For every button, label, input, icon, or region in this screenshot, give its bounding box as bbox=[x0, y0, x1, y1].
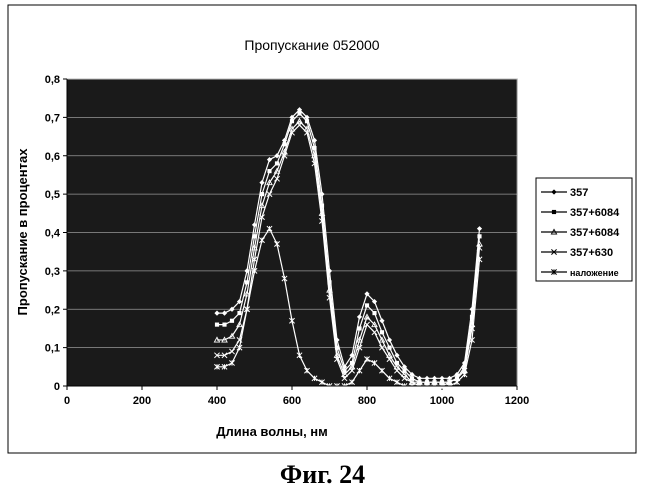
y-tick-label: 0,5 bbox=[45, 189, 60, 201]
legend-marker bbox=[552, 210, 556, 214]
x-tick-label: 600 bbox=[283, 395, 301, 407]
data-point bbox=[230, 319, 234, 323]
data-point bbox=[477, 234, 481, 238]
data-point bbox=[387, 346, 391, 350]
data-point bbox=[297, 111, 301, 115]
data-point bbox=[305, 119, 309, 123]
y-tick-label: 0 bbox=[54, 381, 60, 393]
data-point bbox=[290, 119, 294, 123]
data-point bbox=[275, 161, 279, 165]
data-point bbox=[380, 330, 384, 334]
legend-label: 357+630 bbox=[570, 247, 613, 259]
x-tick-label: 400 bbox=[208, 395, 226, 407]
legend-label: наложение bbox=[570, 268, 619, 278]
y-axis-label: Пропускание в процентах bbox=[15, 148, 30, 316]
data-point bbox=[267, 169, 271, 173]
data-point bbox=[260, 192, 264, 196]
chart-title: Пропускание 052000 bbox=[244, 37, 379, 53]
y-tick-label: 0,3 bbox=[45, 266, 60, 278]
data-point bbox=[357, 326, 361, 330]
x-tick-label: 800 bbox=[358, 395, 376, 407]
y-tick-label: 0,2 bbox=[45, 304, 60, 316]
y-tick-label: 0,1 bbox=[45, 343, 60, 355]
x-axis-label: Длина волны, нм bbox=[216, 424, 328, 439]
y-tick-label: 0,8 bbox=[45, 74, 60, 86]
data-point bbox=[372, 311, 376, 315]
x-tick-label: 1000 bbox=[430, 395, 454, 407]
data-point bbox=[215, 323, 219, 327]
y-tick-label: 0,7 bbox=[45, 112, 60, 124]
data-point bbox=[365, 303, 369, 307]
legend: 357 357+6084 357+6084 357+630 наложение bbox=[536, 178, 632, 281]
x-tick-label: 200 bbox=[133, 395, 151, 407]
y-tick-label: 0,6 bbox=[45, 151, 60, 163]
legend-label: 357+6084 bbox=[570, 207, 620, 219]
x-tick-label: 1200 bbox=[505, 395, 529, 407]
figure-caption: Фиг. 24 bbox=[0, 460, 645, 490]
data-point bbox=[237, 311, 241, 315]
legend-label: 357+6084 bbox=[570, 227, 620, 239]
legend-label: 357 bbox=[570, 187, 588, 199]
y-tick-label: 0,4 bbox=[45, 228, 61, 240]
chart: Пропускание 052000 0 0,1 0,2 0,3 0,4 0,5 0,6 0,… bbox=[0, 0, 645, 455]
data-point bbox=[222, 323, 226, 327]
x-tick-label: 0 bbox=[64, 395, 70, 407]
